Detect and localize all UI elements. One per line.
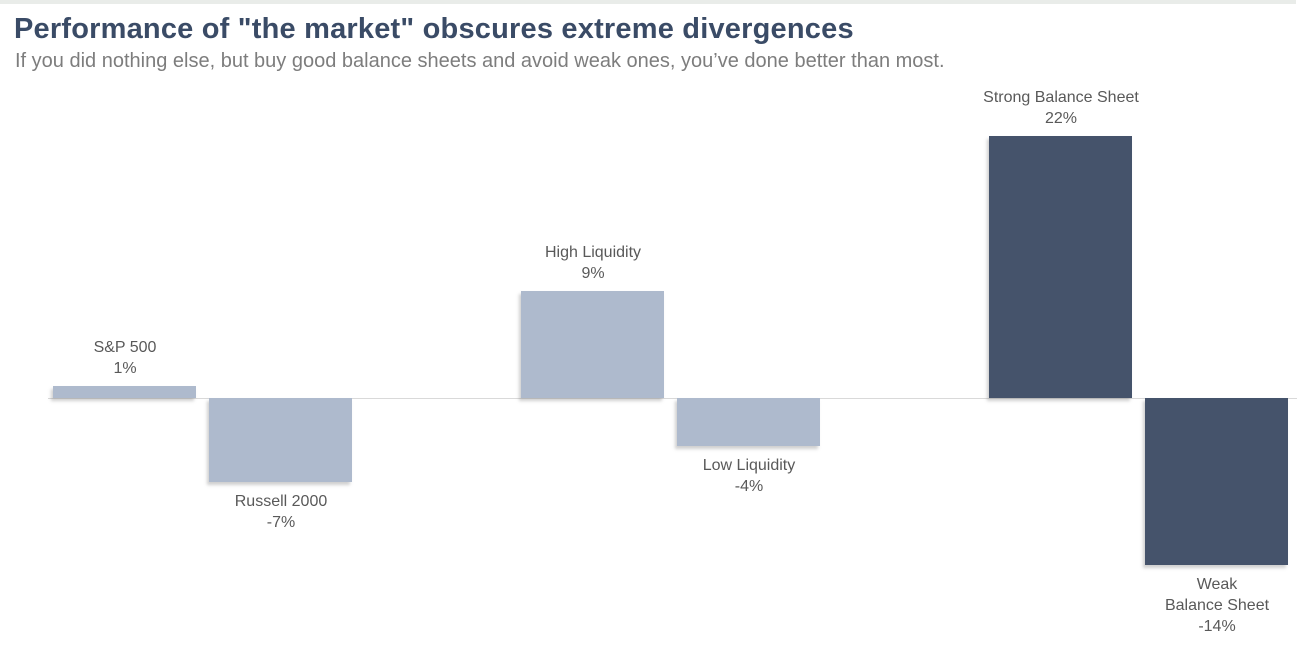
category-label-line: Strong Balance Sheet	[983, 89, 1139, 106]
value-label: 9%	[581, 265, 605, 282]
category-label-line: Russell 2000	[234, 493, 328, 510]
category-label-line: High Liquidity	[544, 244, 642, 261]
category-label-line: Weak	[1196, 576, 1238, 593]
chart-title: Performance of "the market" obscures ext…	[14, 13, 854, 45]
value-label: -14%	[1198, 618, 1236, 635]
value-label: 22%	[1044, 110, 1078, 127]
value-label: -7%	[266, 514, 296, 531]
category-label-line: S&P 500	[93, 339, 157, 356]
bar-label-weak-balance-sheet: Weak Balance Sheet -14%	[1067, 574, 1310, 637]
bar-low-liquidity	[677, 398, 820, 446]
top-strip	[0, 0, 1296, 4]
bar-high-liquidity	[521, 291, 664, 398]
bar-strong-balance-sheet	[989, 136, 1132, 398]
bar-weak-balance-sheet	[1145, 398, 1288, 565]
chart-subtitle: If you did nothing else, but buy good ba…	[15, 50, 945, 72]
bar-label-low-liquidity: Low Liquidity -4%	[599, 455, 899, 497]
bar-label-sp500: S&P 500 1%	[0, 337, 275, 379]
bar-label-strong-balance-sheet: Strong Balance Sheet 22%	[911, 87, 1211, 129]
category-label-line: Balance Sheet	[1164, 597, 1270, 614]
zero-axis-line	[48, 398, 1297, 399]
bar-label-high-liquidity: High Liquidity 9%	[443, 242, 743, 284]
value-label: -4%	[734, 478, 764, 495]
bar-russell2000	[209, 398, 352, 482]
value-label: 1%	[113, 360, 137, 377]
bar-sp500	[53, 386, 196, 398]
bar-label-russell2000: Russell 2000 -7%	[131, 491, 431, 533]
category-label-line: Low Liquidity	[702, 457, 796, 474]
